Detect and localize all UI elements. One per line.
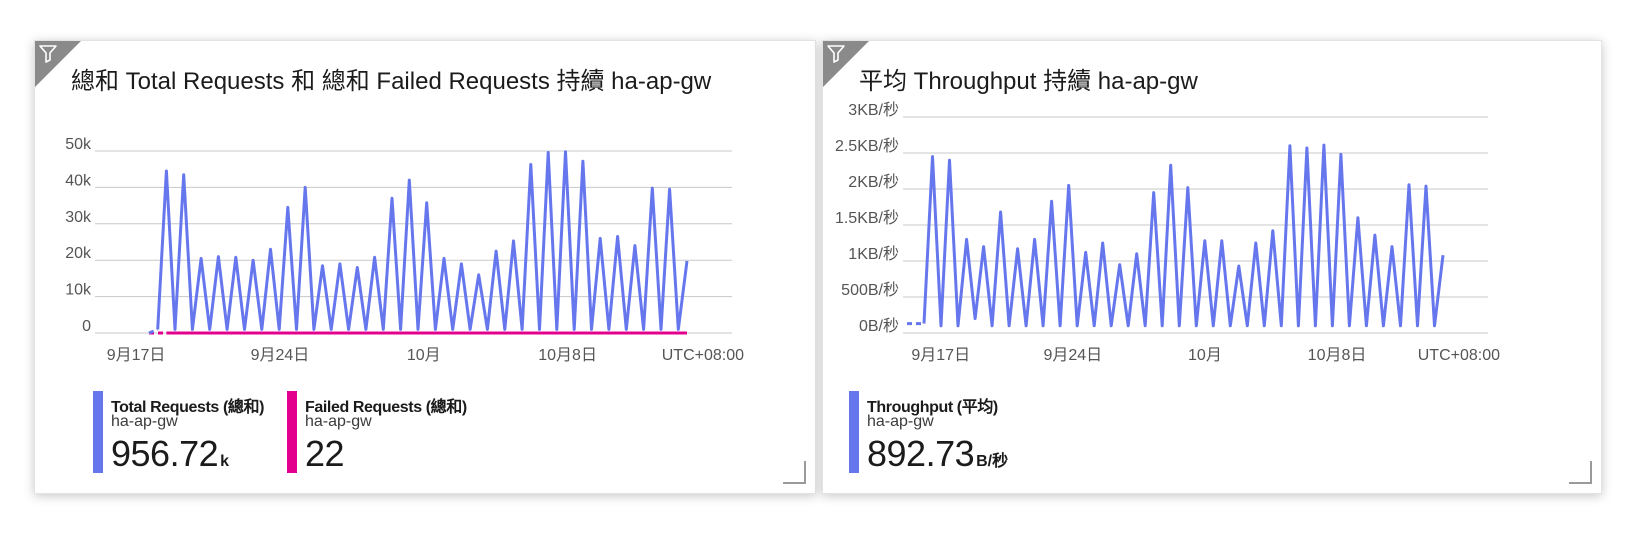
x-tick-label: 10月 bbox=[407, 347, 441, 364]
chart-title[interactable]: 平均 Throughput 持續 ha-ap-gw bbox=[859, 68, 1198, 95]
resize-grip-icon[interactable] bbox=[781, 459, 807, 485]
legend-resource-name: ha-ap-gw bbox=[111, 413, 178, 430]
legend-color-bar bbox=[287, 391, 297, 473]
legend-resource-name: ha-ap-gw bbox=[305, 413, 372, 430]
y-tick-label: 20k bbox=[65, 245, 92, 262]
series-line bbox=[922, 143, 1445, 328]
legend-value-number: 892.73 bbox=[867, 433, 975, 474]
y-tick-label: 0B/秒 bbox=[859, 317, 899, 335]
x-tick-label: 9月24日 bbox=[251, 347, 310, 364]
y-tick-label: 2KB/秒 bbox=[848, 173, 899, 191]
legend-summary-value: 956.72 k bbox=[111, 433, 229, 475]
requests-line-chart: 0 10k 20k 30k 40k 50k 9月17日 9月24日 10月 10月8日 UTC+08… bbox=[65, 136, 744, 364]
filter-icon[interactable] bbox=[35, 41, 81, 87]
legend-series-name: Throughput (平均) bbox=[867, 399, 998, 416]
chart-title[interactable]: 總和 Total Requests 和 總和 Failed Requests 持… bbox=[71, 68, 712, 95]
x-tick-label: 9月24日 bbox=[1043, 347, 1102, 364]
legend-value-unit: B/秒 bbox=[976, 453, 1009, 470]
legend-series-name: Failed Requests (總和) bbox=[305, 399, 467, 416]
legend-series-name: Total Requests (總和) bbox=[111, 399, 265, 416]
y-tick-label: 10k bbox=[65, 282, 92, 299]
timezone-label: UTC+08:00 bbox=[1418, 347, 1500, 364]
legend-color-bar bbox=[849, 391, 859, 473]
legend-value-number: 22 bbox=[305, 433, 345, 474]
x-tick-label: 9月17日 bbox=[911, 347, 970, 364]
throughput-chart-card[interactable]: 平均 Throughput 持續 ha-ap-gw 0B/秒 500B/秒 1KB/… bbox=[822, 40, 1602, 494]
y-tick-label: 40k bbox=[65, 172, 92, 189]
y-tick-label: 30k bbox=[65, 209, 92, 226]
series-line-dashed bbox=[148, 328, 159, 335]
y-tick-label: 0 bbox=[82, 318, 91, 335]
y-tick-label: 500B/秒 bbox=[841, 281, 899, 299]
y-tick-label: 3KB/秒 bbox=[848, 101, 899, 119]
y-tick-label: 1.5KB/秒 bbox=[835, 209, 899, 227]
series-line bbox=[156, 150, 689, 331]
resize-grip-icon[interactable] bbox=[1567, 459, 1593, 485]
y-tick-label: 2.5KB/秒 bbox=[835, 137, 899, 155]
x-tick-label: 9月17日 bbox=[107, 347, 166, 364]
legend-value-number: 956.72 bbox=[111, 433, 219, 474]
filter-icon[interactable] bbox=[823, 41, 869, 87]
x-tick-label: 10月 bbox=[1188, 347, 1222, 364]
legend-resource-name: ha-ap-gw bbox=[867, 413, 934, 430]
y-tick-label: 50k bbox=[65, 136, 92, 153]
legend-summary-value: 892.73 B/秒 bbox=[867, 433, 1008, 475]
legend-color-bar bbox=[93, 391, 103, 473]
timezone-label: UTC+08:00 bbox=[662, 347, 744, 364]
x-tick-label: 10月8日 bbox=[538, 347, 597, 364]
requests-chart-card[interactable]: 總和 Total Requests 和 總和 Failed Requests 持… bbox=[34, 40, 816, 494]
y-tick-label: 1KB/秒 bbox=[848, 245, 899, 263]
legend-value-unit: k bbox=[220, 453, 230, 470]
throughput-line-chart: 0B/秒 500B/秒 1KB/秒 1.5KB/秒 2KB/秒 2.5KB/秒 3KB/秒 9… bbox=[835, 101, 1500, 364]
x-tick-label: 10月8日 bbox=[1308, 347, 1367, 364]
legend-summary-value: 22 bbox=[305, 433, 346, 475]
